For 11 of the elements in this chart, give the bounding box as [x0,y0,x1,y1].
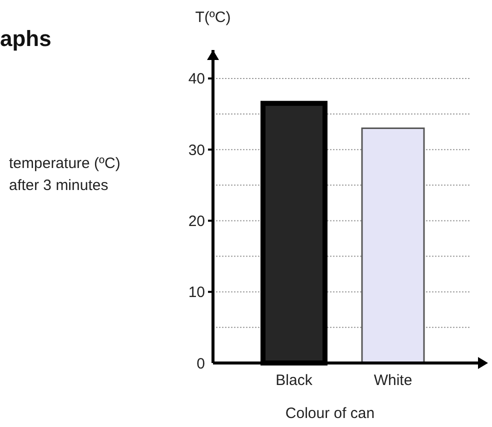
y-tick-label: 30 [188,142,205,159]
x-tick-label: White [374,372,412,389]
x-tick-label: Black [276,372,313,389]
text: temperature (ºC) after 3 minutes [9,155,120,194]
text: aphs [0,26,52,51]
x-axis-title: Colour of can [285,405,375,422]
y-tick-label: 40 [188,70,205,88]
y-tick-label: 20 [188,212,205,230]
y-axis-title: T(ºC) [195,9,231,26]
y-tick-label: 10 [188,284,205,302]
y-tick-label: 0 [196,355,205,372]
